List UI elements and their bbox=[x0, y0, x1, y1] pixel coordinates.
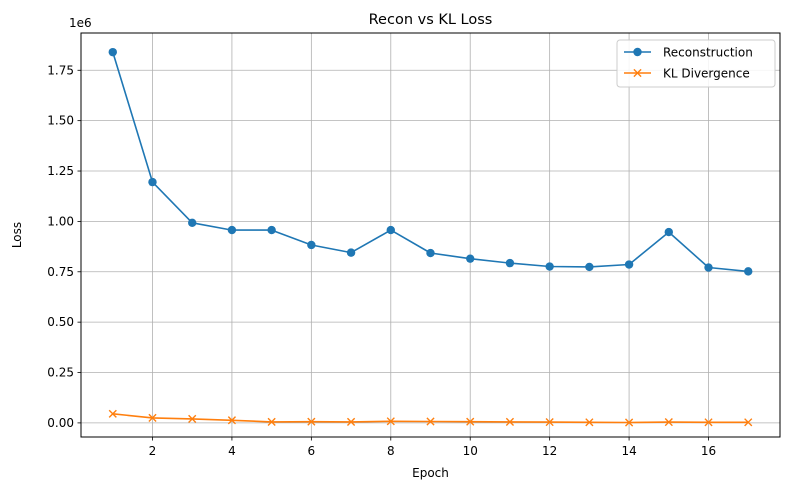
data-point bbox=[148, 413, 157, 422]
data-point bbox=[426, 417, 435, 426]
data-point bbox=[624, 260, 634, 269]
x-tick-label: 4 bbox=[228, 444, 236, 458]
data-point bbox=[505, 417, 515, 426]
data-point bbox=[386, 417, 395, 426]
data-point bbox=[267, 225, 276, 235]
legend-frame bbox=[616, 39, 776, 88]
series-kl-divergence bbox=[108, 409, 753, 427]
legend-label: Reconstruction bbox=[663, 46, 753, 60]
data-point bbox=[505, 258, 515, 268]
data-point bbox=[624, 418, 634, 427]
data-point bbox=[545, 417, 554, 427]
data-point bbox=[386, 225, 395, 235]
series-reconstruction bbox=[108, 47, 753, 276]
plot-frame bbox=[80, 32, 781, 438]
data-point bbox=[585, 262, 594, 272]
y-tick-label: 1.50 bbox=[47, 114, 74, 128]
legend-marker bbox=[633, 47, 642, 57]
legend-marker bbox=[633, 68, 642, 78]
x-tick-label: 14 bbox=[621, 444, 636, 458]
data-point bbox=[188, 218, 197, 228]
chart-title: Recon vs KL Loss bbox=[369, 12, 493, 28]
series-layer bbox=[108, 47, 753, 427]
data-point bbox=[466, 417, 475, 426]
data-point bbox=[744, 418, 753, 427]
data-point bbox=[585, 418, 594, 427]
x-tick-label: 2 bbox=[149, 444, 157, 458]
data-point bbox=[664, 417, 673, 427]
y-tick-label: 0.25 bbox=[47, 366, 74, 380]
data-point bbox=[108, 47, 117, 57]
data-point bbox=[108, 409, 117, 418]
legend-item: KL Divergence bbox=[624, 67, 750, 81]
data-point bbox=[267, 417, 276, 426]
data-point bbox=[744, 267, 753, 276]
data-point bbox=[227, 416, 237, 425]
x-tick-label: 12 bbox=[542, 444, 557, 458]
y-tick-label: 1.25 bbox=[47, 164, 74, 178]
data-point bbox=[466, 254, 475, 263]
data-point bbox=[704, 263, 713, 272]
y-axis-label: Loss bbox=[10, 222, 24, 248]
data-point bbox=[664, 227, 673, 237]
x-tick-label: 8 bbox=[387, 444, 395, 458]
y-offset-label: 1e6 bbox=[69, 16, 92, 30]
data-point bbox=[545, 262, 554, 271]
grid-lines bbox=[81, 33, 780, 437]
data-point bbox=[188, 414, 197, 423]
x-axis-label: Epoch bbox=[412, 466, 449, 480]
x-tick-label: 16 bbox=[701, 444, 716, 458]
y-tick-label: 0.50 bbox=[47, 315, 74, 329]
legend: Reconstruction KL Divergence bbox=[616, 39, 776, 88]
legend-item: Reconstruction bbox=[624, 46, 753, 60]
data-point bbox=[346, 248, 356, 257]
data-point bbox=[227, 225, 237, 235]
tick-layer: 2 4 6 8 10 12 14 16 0.00 0.25 0.50 0.75 1.00 1.25 1.50… bbox=[47, 63, 716, 458]
y-tick-label: 1.75 bbox=[47, 63, 74, 77]
y-tick-label: 0.00 bbox=[47, 416, 74, 430]
x-tick-label: 6 bbox=[308, 444, 316, 458]
data-point bbox=[426, 248, 435, 258]
data-point bbox=[346, 417, 356, 426]
y-tick-label: 0.75 bbox=[47, 265, 74, 279]
data-point bbox=[307, 240, 316, 250]
x-tick-label: 10 bbox=[463, 444, 478, 458]
data-point bbox=[704, 418, 713, 427]
data-point bbox=[148, 177, 157, 187]
data-point bbox=[307, 417, 316, 426]
legend-label: KL Divergence bbox=[663, 67, 750, 81]
y-tick-label: 1.00 bbox=[47, 214, 74, 228]
